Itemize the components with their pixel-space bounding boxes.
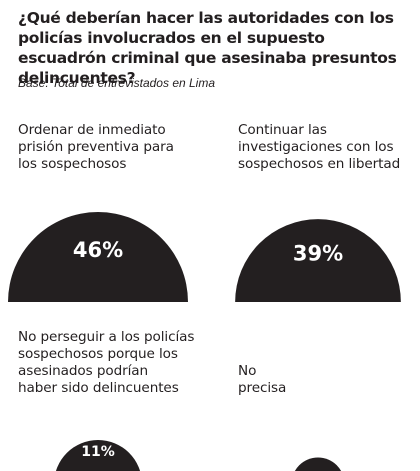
category-label-3: No perseguir a los policías sospechosos … (18, 329, 195, 396)
chart-title: ¿Qué deberían hacer las autoridades con … (18, 9, 397, 87)
semicircle-4 (294, 457, 342, 471)
semicircle-3 (56, 439, 140, 471)
category-label-4: No precisa (238, 363, 287, 396)
category-label-2: Continuar las investigaciones con los so… (238, 122, 401, 172)
semicircle-2 (235, 219, 401, 302)
value-label-1: 46% (73, 238, 123, 262)
value-label-2: 39% (293, 242, 343, 266)
category-label-1: Ordenar de inmediato prisión preventiva … (18, 122, 174, 172)
value-label-3: 11% (81, 444, 115, 460)
chart-subtitle: Base: Total de entrevistados en Lima (18, 76, 216, 90)
semicircle-1 (8, 212, 188, 302)
value-label-4: 4% (306, 444, 330, 460)
